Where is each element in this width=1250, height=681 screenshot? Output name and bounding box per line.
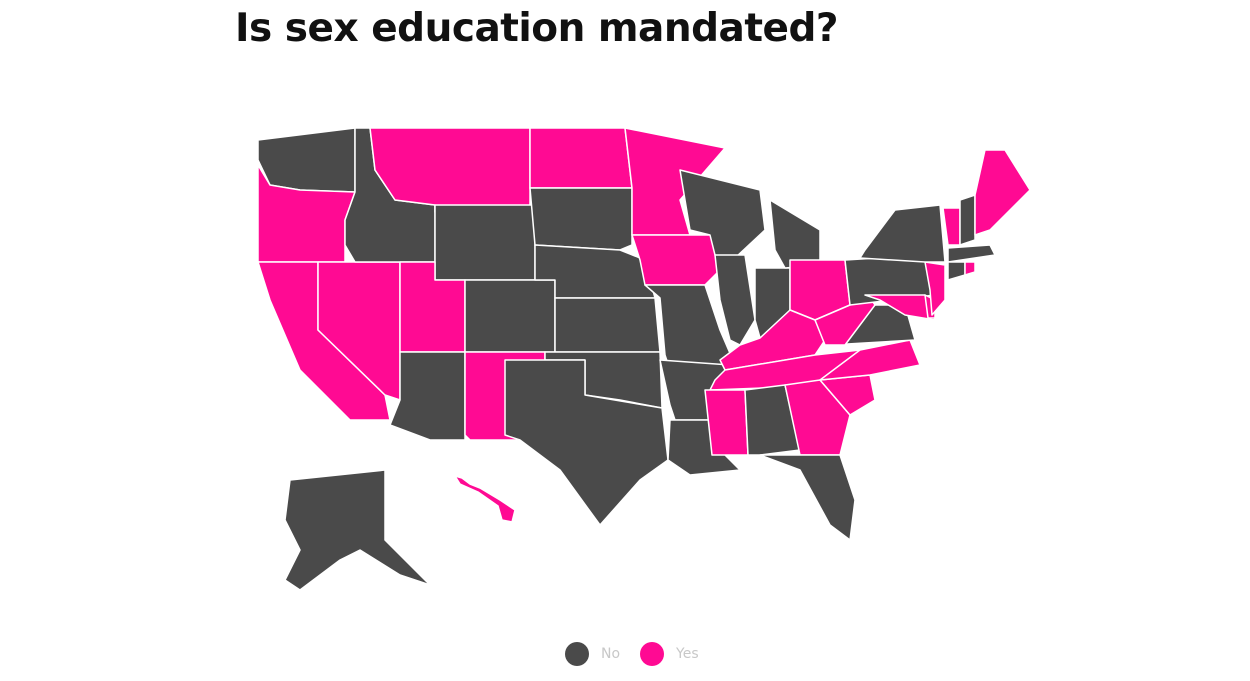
state-ms[interactable] xyxy=(704,389,749,456)
map-title: Is sex education mandated? xyxy=(235,6,839,51)
state-co[interactable] xyxy=(464,279,556,353)
state-me[interactable] xyxy=(974,149,1031,236)
state-sd[interactable] xyxy=(529,187,633,251)
state-mi[interactable] xyxy=(769,199,821,269)
state-wy[interactable] xyxy=(434,204,536,281)
legend-swatch-no xyxy=(565,642,589,666)
legend: No Yes xyxy=(565,642,709,666)
state-ct[interactable] xyxy=(947,261,966,281)
state-fl[interactable] xyxy=(759,454,856,541)
state-hi[interactable] xyxy=(454,475,516,523)
legend-item-no[interactable]: No xyxy=(565,642,620,666)
legend-label-yes: Yes xyxy=(676,646,699,662)
state-az[interactable] xyxy=(389,351,466,441)
state-ri[interactable] xyxy=(964,261,976,276)
state-ks[interactable] xyxy=(554,297,661,353)
state-ny[interactable] xyxy=(859,204,946,263)
legend-label-no: No xyxy=(601,646,621,662)
state-nj[interactable] xyxy=(924,261,946,316)
state-ak[interactable] xyxy=(284,469,431,591)
state-wa[interactable] xyxy=(257,127,356,193)
state-tx[interactable] xyxy=(504,359,669,526)
state-nc[interactable] xyxy=(819,339,921,381)
state-ga[interactable] xyxy=(784,379,851,456)
state-ia[interactable] xyxy=(631,234,726,286)
state-al[interactable] xyxy=(744,384,801,456)
state-mt[interactable] xyxy=(369,127,531,213)
state-nd[interactable] xyxy=(529,127,633,189)
legend-item-yes[interactable]: Yes xyxy=(640,642,699,666)
state-vt[interactable] xyxy=(942,207,961,246)
legend-swatch-yes xyxy=(640,642,665,666)
state-ma[interactable] xyxy=(947,244,996,263)
state-md[interactable] xyxy=(864,294,936,321)
state-nh[interactable] xyxy=(959,194,976,246)
